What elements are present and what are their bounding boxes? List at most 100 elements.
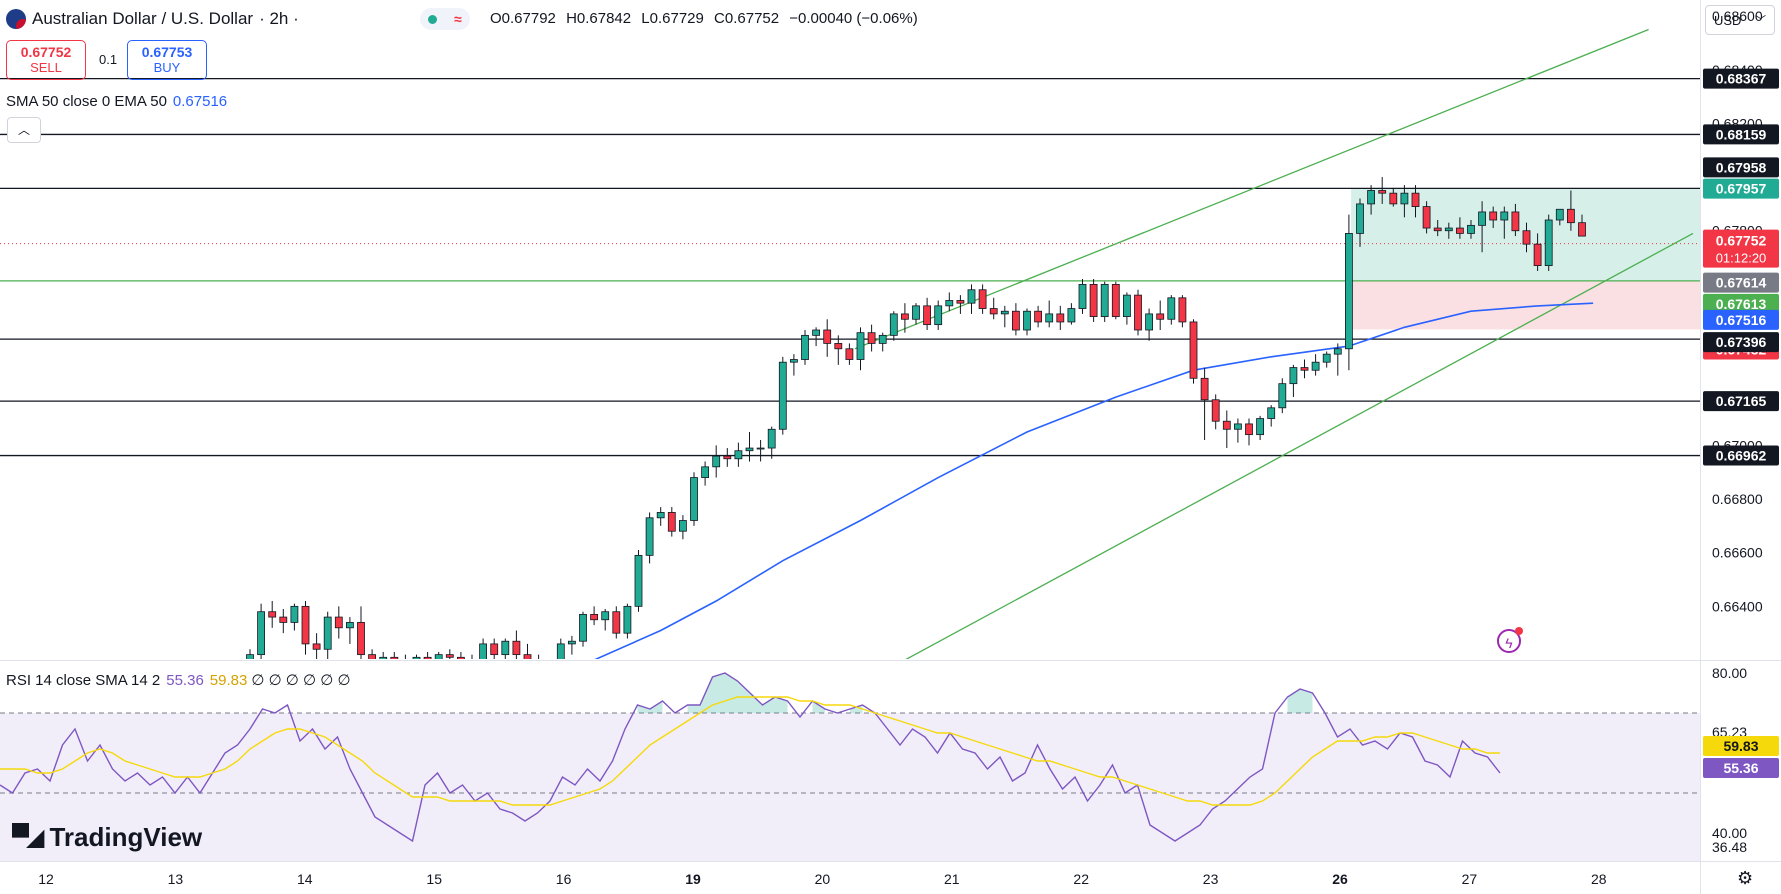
candle-up [1256,418,1264,436]
level-tag: 0.67396 [1716,334,1767,350]
ohlc-change: −0.00040 (−0.06%) [789,10,918,27]
buy-price: 0.67753 [141,44,193,60]
candle-down [1222,420,1231,430]
rsi-pane [0,672,1700,861]
candle-up [1311,361,1320,371]
price-axis-tick: 0.66800 [1712,491,1763,507]
candle-down [268,611,277,618]
candle-down [279,616,288,623]
rsi-plot [0,672,1700,861]
candle-down [1411,192,1420,207]
sma-legend[interactable]: SMA 50 close 0 EMA 50 0.67516 [6,93,227,110]
candle-down [978,289,987,309]
candle-down [390,656,399,659]
rsi-legend-extra: ∅ ∅ ∅ ∅ ∅ ∅ [251,672,351,689]
candle-up [1167,297,1176,320]
candle-down [1389,192,1398,205]
rsi-axis-tick: 80.00 [1712,665,1747,681]
time-axis-tick: 16 [556,871,572,887]
candle-down [357,622,365,656]
time-axis-tick: 12 [38,871,54,887]
candle-down [312,643,321,650]
ohlc-open: O0.67792 [490,10,556,27]
candle-down [1245,423,1253,436]
candle-down [490,643,499,656]
entry-tag-bg [1703,272,1779,293]
symbol-name[interactable]: Australian Dollar / U.S. Dollar [32,9,254,28]
buy-label: BUY [153,60,181,75]
rsi-legend[interactable]: RSI 14 close SMA 14 2 55.36 59.83 ∅ ∅ ∅ ∅ ∅… [6,671,351,689]
market-status[interactable]: ≈ [420,8,470,30]
rsi-axis-tick: 36.48 [1712,839,1747,855]
candle-down [956,300,965,304]
flash-icon[interactable]: ϟ [1497,627,1523,653]
rsi-overbought-fill [1287,689,1313,713]
rsi-band-fill [0,713,1700,861]
current-price-tag: 0.67752 [1716,233,1767,249]
level-tag-bg [1703,68,1779,89]
candle-down [1134,294,1142,331]
sma-tag-bg [1703,309,1779,330]
candle-down [834,343,843,350]
candle-up [568,640,576,645]
sma50-line [594,302,1594,659]
time-axis-tick: 28 [1591,871,1607,887]
flag-icon [6,9,26,29]
candle-down [1012,310,1020,331]
sma-legend-value: 0.67516 [172,93,228,110]
rsi-sma-tag-bg [1703,736,1779,756]
entry-tag: 0.67614 [1716,275,1767,291]
currency-select[interactable]: USD ﹀ [1705,5,1775,35]
candle-up [246,654,254,659]
candle-down [1433,227,1442,232]
candle-down [723,455,732,460]
candle-up [856,332,865,360]
candle-up [1278,383,1287,409]
candle-up [290,605,299,623]
candle-down [590,613,598,621]
candle-down [445,654,454,658]
symbol-header: Australian Dollar / U.S. Dollar · 2h · [0,0,299,38]
ohlc-close: C0.67752 [714,10,780,27]
candle-up [812,329,820,336]
interval-label[interactable]: · 2h · [259,9,299,28]
collapse-legend-button[interactable]: ︿ [7,117,41,143]
level-tag: 0.68159 [1716,126,1767,142]
candle-up [778,361,787,430]
candle-down [823,329,832,344]
candle-down [1111,283,1120,317]
sell-button[interactable]: 0.67752 SELL [6,40,86,80]
candle-up [1478,211,1486,226]
status-dot-icon [428,14,438,24]
candle-down [1578,222,1586,237]
candle-up [546,663,553,666]
candle-up [756,447,765,450]
candle-up [1500,211,1509,221]
price-axis-tick: 0.66600 [1712,545,1763,561]
tradingview-logo[interactable]: ▀◢ TradingView [12,822,202,853]
candle-down [1422,206,1431,229]
sma-tag: 0.67516 [1716,312,1767,328]
level-tag: 0.67958 [1716,159,1767,175]
rsi-overbought-fill [637,701,663,713]
candle-down [1200,377,1209,401]
green-level-tag-bg [1703,293,1779,314]
rsi-legend-value: 55.36 [166,672,204,689]
level-tag: 0.66962 [1716,448,1767,464]
level-tag-bg [1703,157,1779,178]
candle-up [878,334,887,344]
candle-down [867,332,876,344]
level-tag-bg [1703,445,1779,466]
buy-button[interactable]: 0.67753 BUY [127,40,207,80]
time-axis-tick: 20 [815,871,831,887]
candle-up [1467,224,1475,234]
candle-up [712,455,721,468]
settings-icon[interactable]: ⚙ [1737,868,1754,888]
candle-up [623,605,632,634]
rsi-tag-bg [1703,758,1779,778]
candle-up [434,654,443,659]
candle-up [889,313,898,336]
time-axis-tick: 22 [1073,871,1089,887]
chevron-up-icon: ︿ [17,123,30,137]
